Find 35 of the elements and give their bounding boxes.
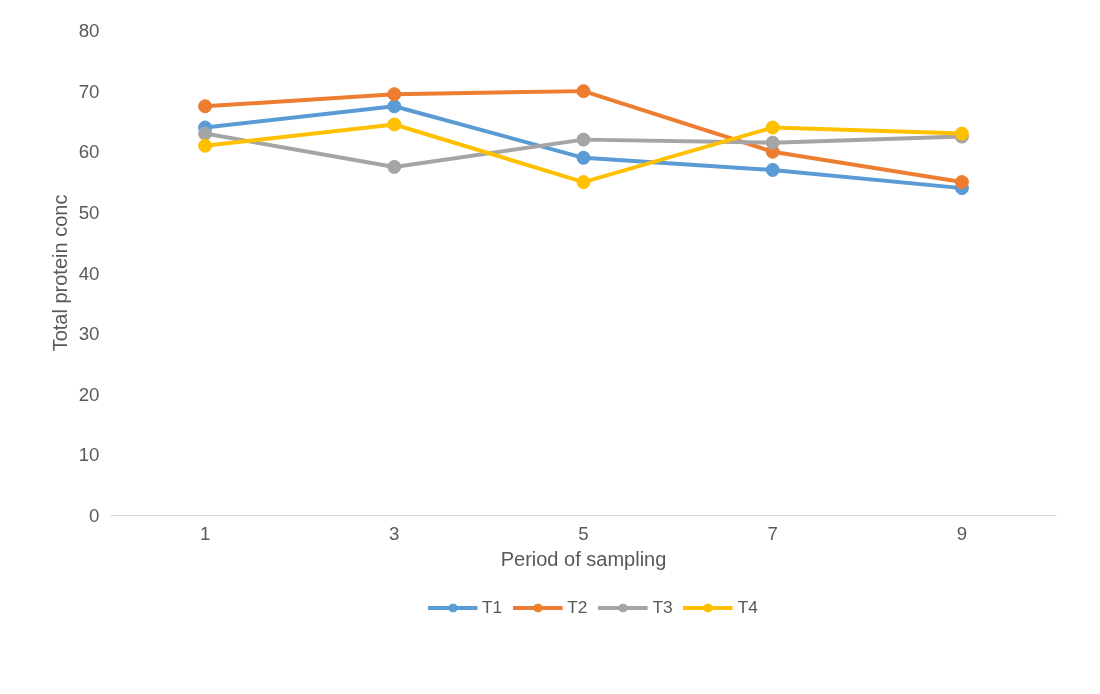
y-tick-label: 60: [78, 141, 100, 163]
y-tick-label: 70: [78, 80, 100, 102]
y-tick-label: 80: [78, 20, 100, 41]
point: [576, 132, 591, 147]
y-tick-label: 50: [78, 201, 100, 223]
y-tick-label: 40: [78, 262, 100, 284]
legend-label: T4: [737, 596, 758, 618]
point: [765, 135, 780, 150]
point: [576, 150, 591, 165]
point: [387, 87, 402, 102]
point: [387, 99, 402, 114]
x-tick-label: 1: [199, 522, 211, 544]
point: [954, 175, 969, 190]
point: [576, 84, 591, 99]
point: [198, 126, 213, 141]
point: [765, 120, 780, 135]
x-tick-label: 7: [767, 522, 778, 544]
y-tick-label: 10: [78, 444, 100, 466]
x-tick-label: 3: [389, 522, 400, 544]
legend-label: T1: [482, 596, 503, 618]
point: [576, 175, 591, 190]
x-tick-label: 9: [956, 522, 968, 544]
y-tick-label: 30: [78, 323, 100, 345]
y-tick-label: 20: [78, 383, 100, 405]
y-tick-label: 0: [89, 505, 100, 526]
legend-label: T3: [652, 596, 673, 618]
x-axis-title: Period of sampling: [500, 547, 667, 570]
point: [198, 99, 213, 114]
point: [198, 138, 213, 153]
y-axis-title: Total protein conc: [48, 194, 71, 352]
point: [765, 162, 780, 177]
x-tick-label: 5: [578, 522, 589, 544]
point: [387, 159, 402, 174]
legend-label: T2: [567, 596, 588, 618]
point: [387, 117, 402, 132]
